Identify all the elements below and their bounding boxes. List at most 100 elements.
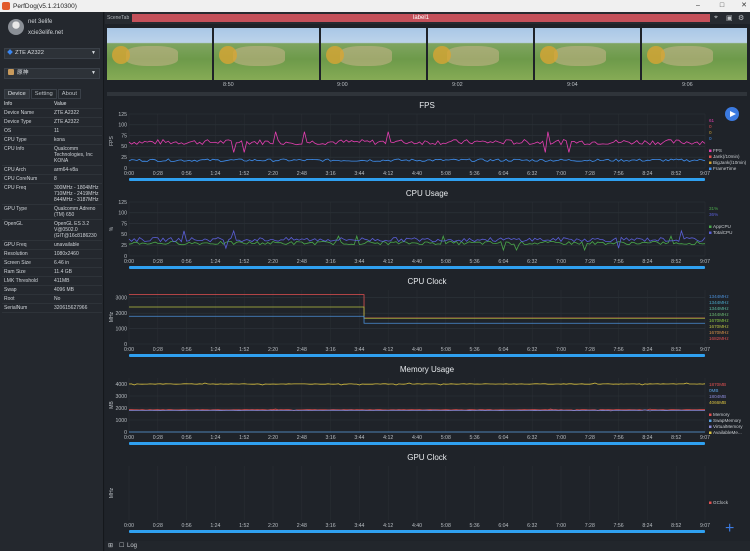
x-tick-label: 8:52 bbox=[671, 435, 681, 441]
x-tick-label: 9:07 bbox=[700, 171, 710, 177]
legend-entry: Memory bbox=[713, 412, 730, 417]
timeline-scrollbar[interactable] bbox=[129, 442, 705, 445]
tab-setting[interactable]: Setting bbox=[30, 89, 57, 99]
screenshot-thumbnail[interactable] bbox=[107, 28, 212, 80]
series-line bbox=[128, 382, 706, 386]
timeline-scrollbar[interactable] bbox=[129, 354, 705, 357]
legend-swatch bbox=[709, 419, 712, 422]
window-titlebar: PerfDog(v5.1.210300) – □ ✕ bbox=[0, 0, 750, 12]
chart-title: Memory Usage bbox=[400, 365, 455, 374]
app-select[interactable]: 原神 ▼ bbox=[4, 68, 100, 79]
thumb-time: 9:00 bbox=[337, 82, 348, 88]
maximize-icon[interactable]: □ bbox=[719, 2, 725, 9]
screenshot-scrollbar[interactable] bbox=[107, 92, 747, 96]
info-row: Resolution 1080x2460 bbox=[2, 250, 102, 259]
table-header: Info Value bbox=[2, 100, 102, 109]
x-tick-label: 1:24 bbox=[210, 171, 220, 177]
x-tick-label: 7:56 bbox=[614, 259, 624, 265]
scene-tab-label: SceneTab bbox=[107, 15, 130, 21]
screenshot-strip[interactable] bbox=[107, 28, 747, 82]
screenshot-thumbnail[interactable] bbox=[428, 28, 533, 80]
x-tick-label: 1:52 bbox=[239, 347, 249, 353]
x-tick-label: 7:00 bbox=[556, 171, 566, 177]
info-row: Device Name ZTE A2322 bbox=[2, 109, 102, 118]
info-row: Ram Size 11.4 GB bbox=[2, 268, 102, 277]
legend-entry: GClock bbox=[713, 500, 729, 505]
expand-icon[interactable]: ⊞ bbox=[108, 543, 114, 549]
timeline-scrollbar[interactable] bbox=[129, 530, 705, 533]
info-key: Root bbox=[4, 296, 15, 302]
info-row: Root No bbox=[2, 295, 102, 304]
series-line bbox=[129, 315, 705, 324]
y-tick-label: 125 bbox=[118, 112, 127, 118]
legend-swatch bbox=[709, 167, 712, 170]
x-tick-label: 7:28 bbox=[585, 259, 595, 265]
screenshot-thumbnail[interactable] bbox=[642, 28, 747, 80]
x-tick-label: 7:28 bbox=[585, 347, 595, 353]
x-tick-label: 7:00 bbox=[556, 259, 566, 265]
add-chart-button[interactable]: + bbox=[725, 520, 735, 537]
info-value: kona bbox=[54, 137, 65, 143]
scene-label-bar[interactable]: label1 bbox=[132, 14, 710, 22]
play-button[interactable] bbox=[725, 107, 739, 121]
y-axis-label: MHz bbox=[109, 487, 115, 498]
thumb-time: 8:50 bbox=[223, 82, 234, 88]
device-select[interactable]: ZTE A2322 ▼ bbox=[4, 48, 100, 59]
log-checkbox[interactable]: ☐ bbox=[119, 543, 125, 549]
x-tick-label: 2:20 bbox=[268, 171, 278, 177]
info-value: 6.46 in bbox=[54, 260, 70, 266]
info-value: OpenGL ES 3.2 V@0502.0 (GIT@16c8186230 bbox=[54, 221, 97, 239]
x-tick-label: 0:56 bbox=[182, 435, 192, 441]
x-tick-label: 4:40 bbox=[412, 523, 422, 529]
timeline-scrollbar[interactable] bbox=[129, 178, 705, 181]
image-icon[interactable]: ▣ bbox=[726, 15, 733, 22]
info-row: CPU Type kona bbox=[2, 136, 102, 145]
x-tick-label: 0:28 bbox=[153, 259, 163, 265]
x-tick-label: 3:16 bbox=[326, 523, 336, 529]
settings-icon[interactable]: ⚙ bbox=[738, 15, 745, 22]
tab-about[interactable]: About bbox=[57, 89, 81, 99]
legend-swatch bbox=[709, 231, 712, 234]
x-tick-label: 8:24 bbox=[642, 347, 652, 353]
info-row: SerialNum 320615627966 bbox=[2, 304, 102, 313]
info-key: OS bbox=[4, 128, 12, 134]
series-readout: 61 bbox=[709, 118, 715, 123]
app-select-value: 原神 bbox=[17, 70, 29, 76]
x-tick-label: 6:32 bbox=[527, 347, 537, 353]
screenshot-thumbnail[interactable] bbox=[321, 28, 426, 80]
tab-device[interactable]: Device bbox=[4, 89, 30, 99]
minimize-icon[interactable]: – bbox=[696, 2, 700, 9]
x-tick-label: 2:20 bbox=[268, 523, 278, 529]
chart-title: GPU Clock bbox=[407, 453, 448, 462]
thumb-time: 9:04 bbox=[567, 82, 578, 88]
info-key: LMK Threshold bbox=[4, 278, 38, 284]
series-readout: 1670MHz bbox=[709, 318, 729, 323]
series-readout: 0MB bbox=[709, 388, 718, 393]
chart-title: CPU Clock bbox=[407, 277, 447, 286]
info-row: GPU Freq unavailable bbox=[2, 241, 102, 250]
screenshot-thumbnail[interactable] bbox=[214, 28, 319, 80]
series-readout: 36% bbox=[709, 212, 718, 217]
series-readout: 0 bbox=[709, 124, 712, 129]
y-tick-label: 1000 bbox=[115, 326, 127, 332]
x-tick-label: 4:40 bbox=[412, 171, 422, 177]
avatar[interactable] bbox=[8, 19, 24, 35]
x-tick-label: 7:28 bbox=[585, 435, 595, 441]
y-tick-label: 25 bbox=[121, 243, 127, 249]
legend-swatch bbox=[709, 431, 712, 434]
info-value: 320615627966 bbox=[54, 305, 88, 311]
x-tick-label: 3:44 bbox=[354, 259, 364, 265]
legend-swatch bbox=[709, 225, 712, 228]
timeline-scrollbar[interactable] bbox=[129, 266, 705, 269]
x-tick-label: 7:00 bbox=[556, 435, 566, 441]
screenshot-thumbnail[interactable] bbox=[535, 28, 640, 80]
device-icon bbox=[7, 49, 13, 55]
chart-title: FPS bbox=[419, 101, 435, 110]
x-tick-label: 9:07 bbox=[700, 523, 710, 529]
series-readout: 0 bbox=[709, 130, 712, 135]
close-icon[interactable]: ✕ bbox=[741, 2, 747, 9]
sidebar-tabs: Device Setting About bbox=[4, 89, 82, 99]
location-icon[interactable]: ⌖ bbox=[714, 14, 718, 21]
x-tick-label: 0:56 bbox=[182, 347, 192, 353]
info-value: unavailable bbox=[54, 242, 80, 248]
